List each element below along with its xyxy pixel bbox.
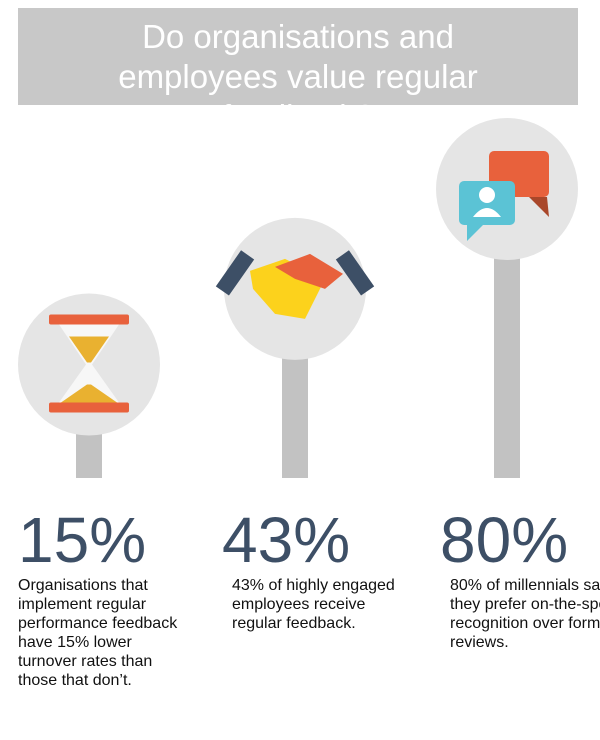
- icon: [529, 197, 549, 217]
- icon: [215, 250, 255, 296]
- icon: [59, 324, 119, 403]
- icon: [275, 253, 343, 289]
- icon: [49, 314, 129, 325]
- icon: [49, 402, 129, 413]
- value-label: 43%: [222, 504, 351, 576]
- icon: [467, 225, 483, 241]
- value-label: 80%: [440, 504, 569, 576]
- description: 80% of millennials say they prefer on-th…: [450, 577, 600, 651]
- description: Organisations that implement regular per…: [18, 577, 178, 689]
- icon: [473, 208, 501, 217]
- icon: [69, 336, 109, 363]
- icon: [335, 250, 375, 296]
- icon: [61, 384, 117, 403]
- chart-title: Do organisations and employees value reg…: [18, 8, 578, 135]
- value-label: 15%: [18, 504, 147, 576]
- icon: [479, 187, 495, 203]
- description: 43% of highly engaged employees receive …: [232, 577, 395, 632]
